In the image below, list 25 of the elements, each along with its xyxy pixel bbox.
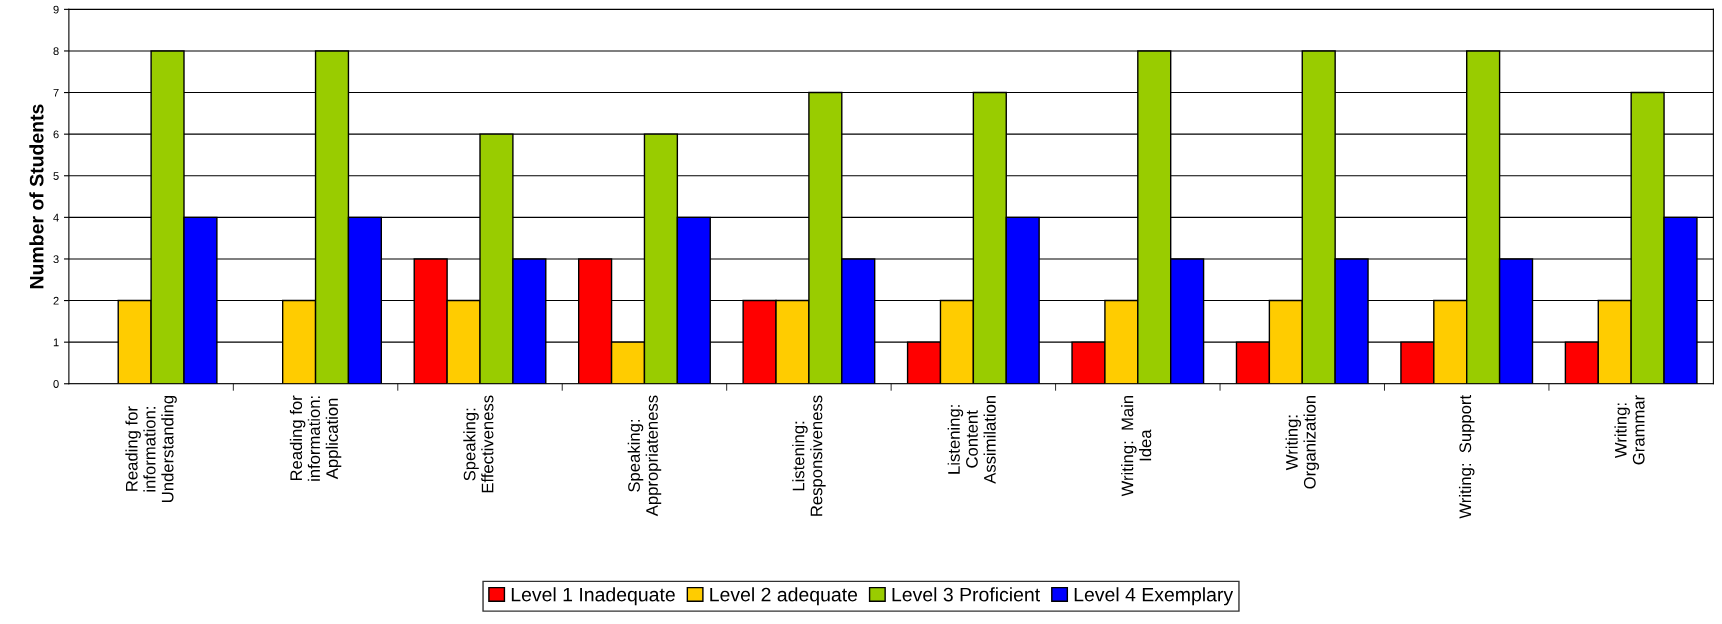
y-axis-title: Number of Students bbox=[29, 104, 44, 289]
y-tick-label: 0 bbox=[53, 380, 59, 388]
x-tick-label: Listening: Content Assimilation bbox=[947, 395, 996, 484]
y-tick-label: 7 bbox=[53, 88, 59, 97]
y-tick-label: 6 bbox=[53, 130, 59, 139]
y-tick-label: 9 bbox=[53, 5, 59, 14]
x-tick-label: Speaking: Effectiveness bbox=[463, 395, 494, 493]
y-tick-label: 5 bbox=[53, 172, 59, 180]
x-tick-label: Writing: Grammar bbox=[1614, 395, 1645, 465]
y-tick-label: 2 bbox=[53, 296, 59, 305]
y-tick-label: 1 bbox=[53, 338, 59, 347]
legend-label: Level 2 adequate bbox=[710, 587, 858, 606]
legend-label: Level 4 Exemplary bbox=[1074, 587, 1234, 606]
x-tick-label: Speaking: Appropriateness bbox=[627, 395, 662, 517]
legend-label: Level 3 Proficient bbox=[892, 587, 1040, 602]
y-tick-label: 3 bbox=[53, 255, 59, 264]
x-tick-label: Writing: Support bbox=[1458, 394, 1475, 519]
x-tick-label: Listening: Responsiveness bbox=[792, 395, 826, 516]
x-tick-label: Writing: Main Idea bbox=[1121, 395, 1152, 497]
x-tick-label: Reading for information: Application bbox=[289, 395, 342, 481]
x-tick-label: Writing: Organization bbox=[1285, 395, 1320, 489]
y-tick-label: 4 bbox=[53, 213, 59, 222]
x-tick-label: Reading for information: Understanding bbox=[125, 395, 177, 502]
legend-label: Level 1 Inadequate bbox=[511, 587, 675, 606]
y-tick-label: 8 bbox=[53, 47, 59, 56]
